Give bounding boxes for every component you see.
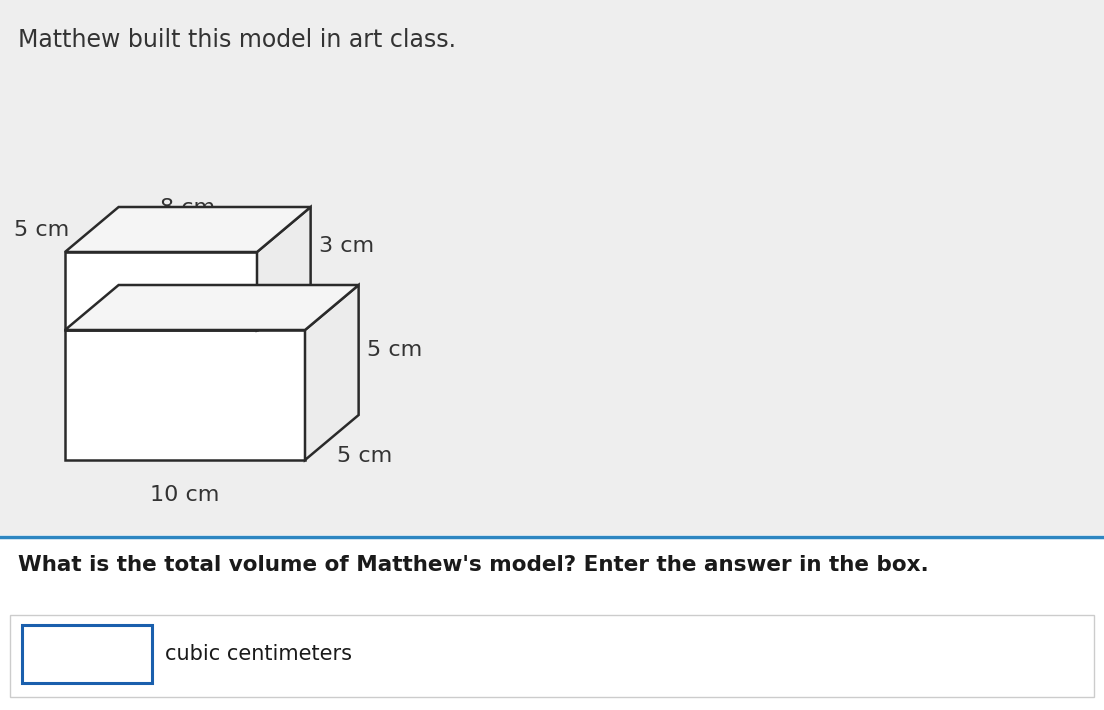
Text: What is the total volume of Matthew's model? Enter the answer in the box.: What is the total volume of Matthew's mo…	[18, 555, 928, 575]
Text: 8 cm: 8 cm	[160, 197, 215, 217]
Text: 5 cm: 5 cm	[337, 445, 392, 466]
Polygon shape	[65, 330, 305, 460]
FancyBboxPatch shape	[0, 535, 1104, 710]
Text: 10 cm: 10 cm	[150, 485, 220, 505]
Polygon shape	[65, 285, 359, 330]
Text: 5 cm: 5 cm	[367, 340, 422, 360]
Polygon shape	[257, 207, 310, 330]
Text: 3 cm: 3 cm	[319, 236, 374, 256]
FancyBboxPatch shape	[0, 0, 1104, 535]
FancyBboxPatch shape	[10, 615, 1094, 697]
Polygon shape	[65, 252, 257, 330]
FancyBboxPatch shape	[22, 625, 152, 683]
Polygon shape	[65, 207, 310, 252]
Text: Matthew built this model in art class.: Matthew built this model in art class.	[18, 28, 456, 52]
Text: 5 cm: 5 cm	[13, 219, 68, 239]
Text: cubic centimeters: cubic centimeters	[164, 644, 352, 664]
Polygon shape	[305, 285, 359, 460]
